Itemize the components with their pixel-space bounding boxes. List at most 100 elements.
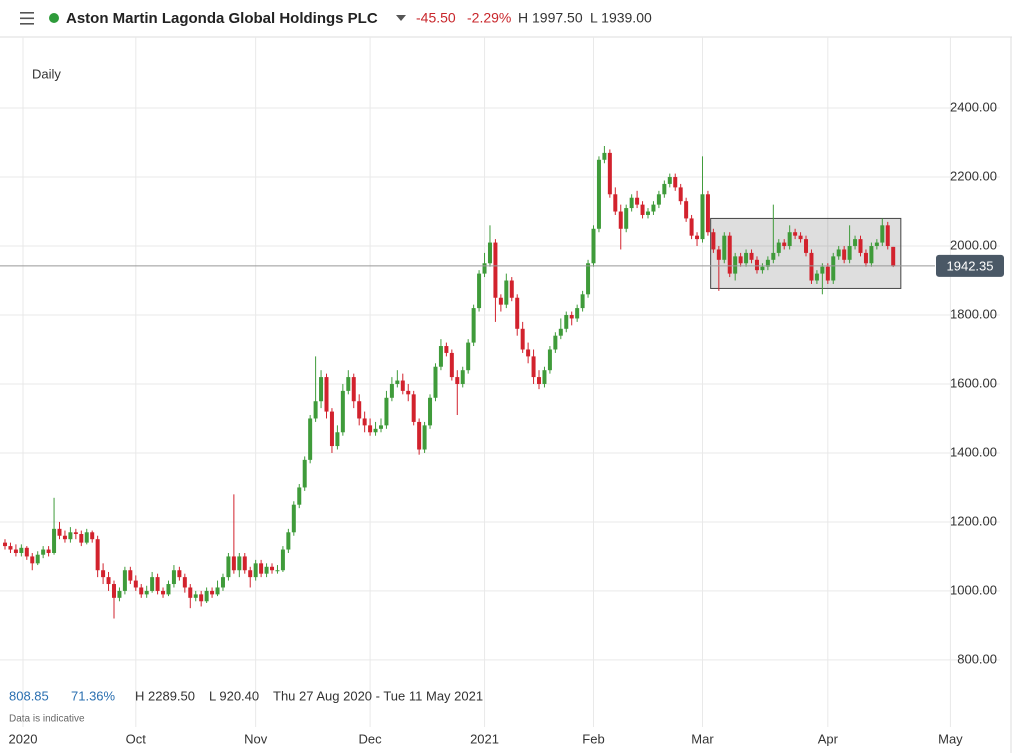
candle-body	[46, 549, 51, 553]
menu-bar	[20, 12, 34, 14]
candle-body	[793, 232, 798, 236]
candle-body	[346, 377, 351, 391]
candle-body	[651, 204, 656, 212]
footer-range: Thu 27 Aug 2020 - Tue 11 May 2021	[273, 688, 483, 703]
candle-body	[466, 342, 471, 371]
candle-body	[144, 590, 149, 595]
candle-body	[695, 235, 700, 240]
y-tick-label: 1400.00	[950, 444, 997, 459]
candle-body	[220, 577, 225, 588]
candle-body	[139, 587, 144, 595]
y-tick-label: 1200.00	[950, 513, 997, 528]
candle-body	[618, 211, 623, 229]
candle-body	[8, 546, 13, 550]
candle-body	[286, 532, 291, 550]
candle-body	[607, 152, 612, 195]
candle-body	[368, 425, 373, 433]
candle-body	[553, 335, 558, 350]
y-tick-label: 1600.00	[950, 375, 997, 390]
candle-body	[836, 249, 841, 257]
candle-body	[880, 225, 885, 243]
candle-body	[411, 394, 416, 422]
candle-body	[629, 197, 634, 209]
candle-body	[378, 425, 383, 429]
candle-body	[280, 549, 285, 571]
footer-pct: 71.36%	[71, 688, 116, 703]
candle-body	[596, 159, 601, 229]
candle-body	[814, 273, 819, 281]
candle-body	[242, 556, 247, 571]
candle-body	[270, 566, 275, 571]
candle-body	[722, 235, 727, 260]
candle-body	[765, 259, 770, 267]
candle-body	[569, 314, 574, 319]
candle-body	[678, 187, 683, 202]
candle-body	[891, 246, 896, 266]
candle-body	[449, 352, 454, 378]
candle-body	[128, 570, 133, 581]
candle-body	[95, 539, 100, 571]
candle-body	[863, 252, 868, 264]
candle-body	[188, 587, 193, 598]
candle-body	[444, 346, 449, 353]
candle-body	[831, 256, 836, 281]
candle-body	[640, 204, 645, 215]
candle-body	[645, 211, 650, 215]
candle-body	[335, 432, 340, 447]
x-tick-label: 2021	[470, 731, 499, 746]
candle-body	[79, 534, 84, 543]
candle-body	[531, 356, 536, 378]
menu-icon[interactable]	[20, 12, 34, 25]
candle-body	[542, 370, 547, 384]
candle-body	[373, 428, 378, 433]
candle-body	[487, 242, 492, 264]
candle-body	[68, 532, 73, 540]
candle-body	[52, 528, 57, 553]
candle-body	[237, 556, 242, 571]
candle-body	[613, 194, 618, 212]
header-change: -45.50	[416, 10, 456, 26]
candle-body	[798, 235, 803, 240]
candle-body	[117, 590, 122, 598]
candle-body	[874, 242, 879, 247]
candle-body	[673, 177, 678, 188]
candle-body	[422, 425, 427, 450]
candle-body	[771, 252, 776, 260]
candle-body	[782, 242, 787, 247]
dropdown-arrow[interactable]	[396, 15, 406, 21]
candle-body	[520, 328, 525, 350]
candle-body	[498, 297, 503, 305]
x-tick-label: Dec	[359, 731, 383, 746]
menu-bar	[20, 23, 34, 25]
header-low: L 1939.00	[590, 10, 652, 26]
x-tick-label: May	[938, 731, 963, 746]
y-tick-label: 2400.00	[950, 99, 997, 114]
candle-body	[357, 401, 362, 419]
candle-body	[106, 577, 111, 585]
x-tick-label: 2020	[9, 731, 38, 746]
last-price-label: 1942.35	[947, 258, 994, 273]
candle-body	[395, 380, 400, 384]
candle-body	[90, 532, 95, 540]
candle-body	[324, 377, 329, 412]
footer-low-value: 808.85	[9, 688, 49, 703]
candle-body	[482, 263, 487, 274]
candle-body	[586, 263, 591, 295]
candle-body	[199, 594, 204, 602]
candle-body	[738, 256, 743, 264]
candle-body	[727, 235, 732, 274]
candle-body	[275, 570, 280, 572]
candle-body	[847, 246, 852, 260]
candle-body	[122, 570, 127, 591]
footer-high: H 2289.50	[135, 688, 195, 703]
last-price-badge	[936, 254, 1004, 277]
candle-body	[215, 587, 220, 595]
candle-body	[291, 504, 296, 533]
x-tick-label: Oct	[126, 731, 147, 746]
candle-body	[428, 397, 433, 426]
y-tick-label: 800.00	[957, 651, 997, 666]
candle-body	[177, 570, 182, 578]
candle-body	[400, 380, 405, 391]
